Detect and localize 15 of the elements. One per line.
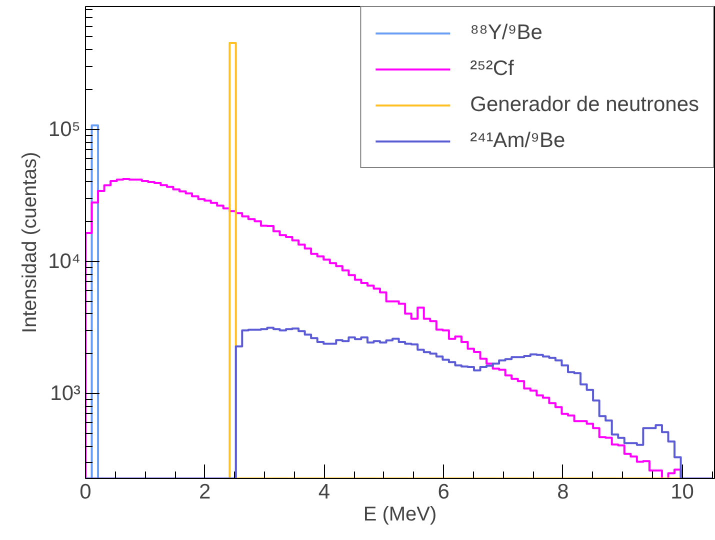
- legend-label: ²⁵²Cf: [470, 57, 514, 81]
- y-tick-label: 10⁵: [48, 118, 81, 141]
- x-tick-label: 8: [557, 480, 569, 504]
- legend-label: ²⁴¹Am/⁹Be: [470, 129, 566, 153]
- y-tick-label: 10⁴: [48, 250, 81, 273]
- legend-label: Generador de neutrones: [470, 93, 699, 117]
- x-tick-label: 10: [670, 480, 694, 504]
- legend-label: ⁸⁸Y/⁹Be: [470, 21, 542, 45]
- x-tick-label: 0: [80, 480, 92, 504]
- y-axis-title: Intensidad (cuentas): [19, 152, 42, 334]
- x-tick-label: 2: [199, 480, 211, 504]
- y-tick-label: 10³: [50, 382, 81, 405]
- x-tick-label: 4: [318, 480, 330, 504]
- x-tick-label: 6: [438, 480, 450, 504]
- x-axis-title: E (MeV): [363, 504, 437, 526]
